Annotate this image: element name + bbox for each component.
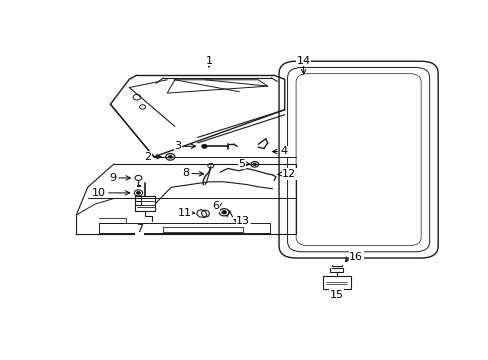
Bar bbox=[322, 276, 350, 288]
Text: 7: 7 bbox=[136, 225, 143, 234]
Text: 1: 1 bbox=[205, 56, 212, 66]
Text: 6: 6 bbox=[212, 201, 219, 211]
Circle shape bbox=[202, 144, 206, 148]
Text: 8: 8 bbox=[182, 168, 189, 179]
Text: 11: 11 bbox=[178, 208, 191, 218]
Text: 5: 5 bbox=[238, 159, 245, 169]
Text: 9: 9 bbox=[109, 173, 116, 183]
Text: 15: 15 bbox=[329, 290, 343, 300]
Text: 12: 12 bbox=[282, 169, 296, 179]
Text: 2: 2 bbox=[144, 152, 151, 162]
Circle shape bbox=[168, 156, 172, 158]
Text: 13: 13 bbox=[236, 216, 250, 226]
Circle shape bbox=[222, 211, 226, 214]
Text: 10: 10 bbox=[92, 188, 105, 198]
Text: 16: 16 bbox=[348, 252, 363, 262]
Text: 14: 14 bbox=[296, 56, 310, 66]
Circle shape bbox=[253, 163, 256, 166]
Text: 4: 4 bbox=[280, 146, 287, 156]
Text: 3: 3 bbox=[174, 141, 181, 151]
Circle shape bbox=[136, 192, 140, 194]
